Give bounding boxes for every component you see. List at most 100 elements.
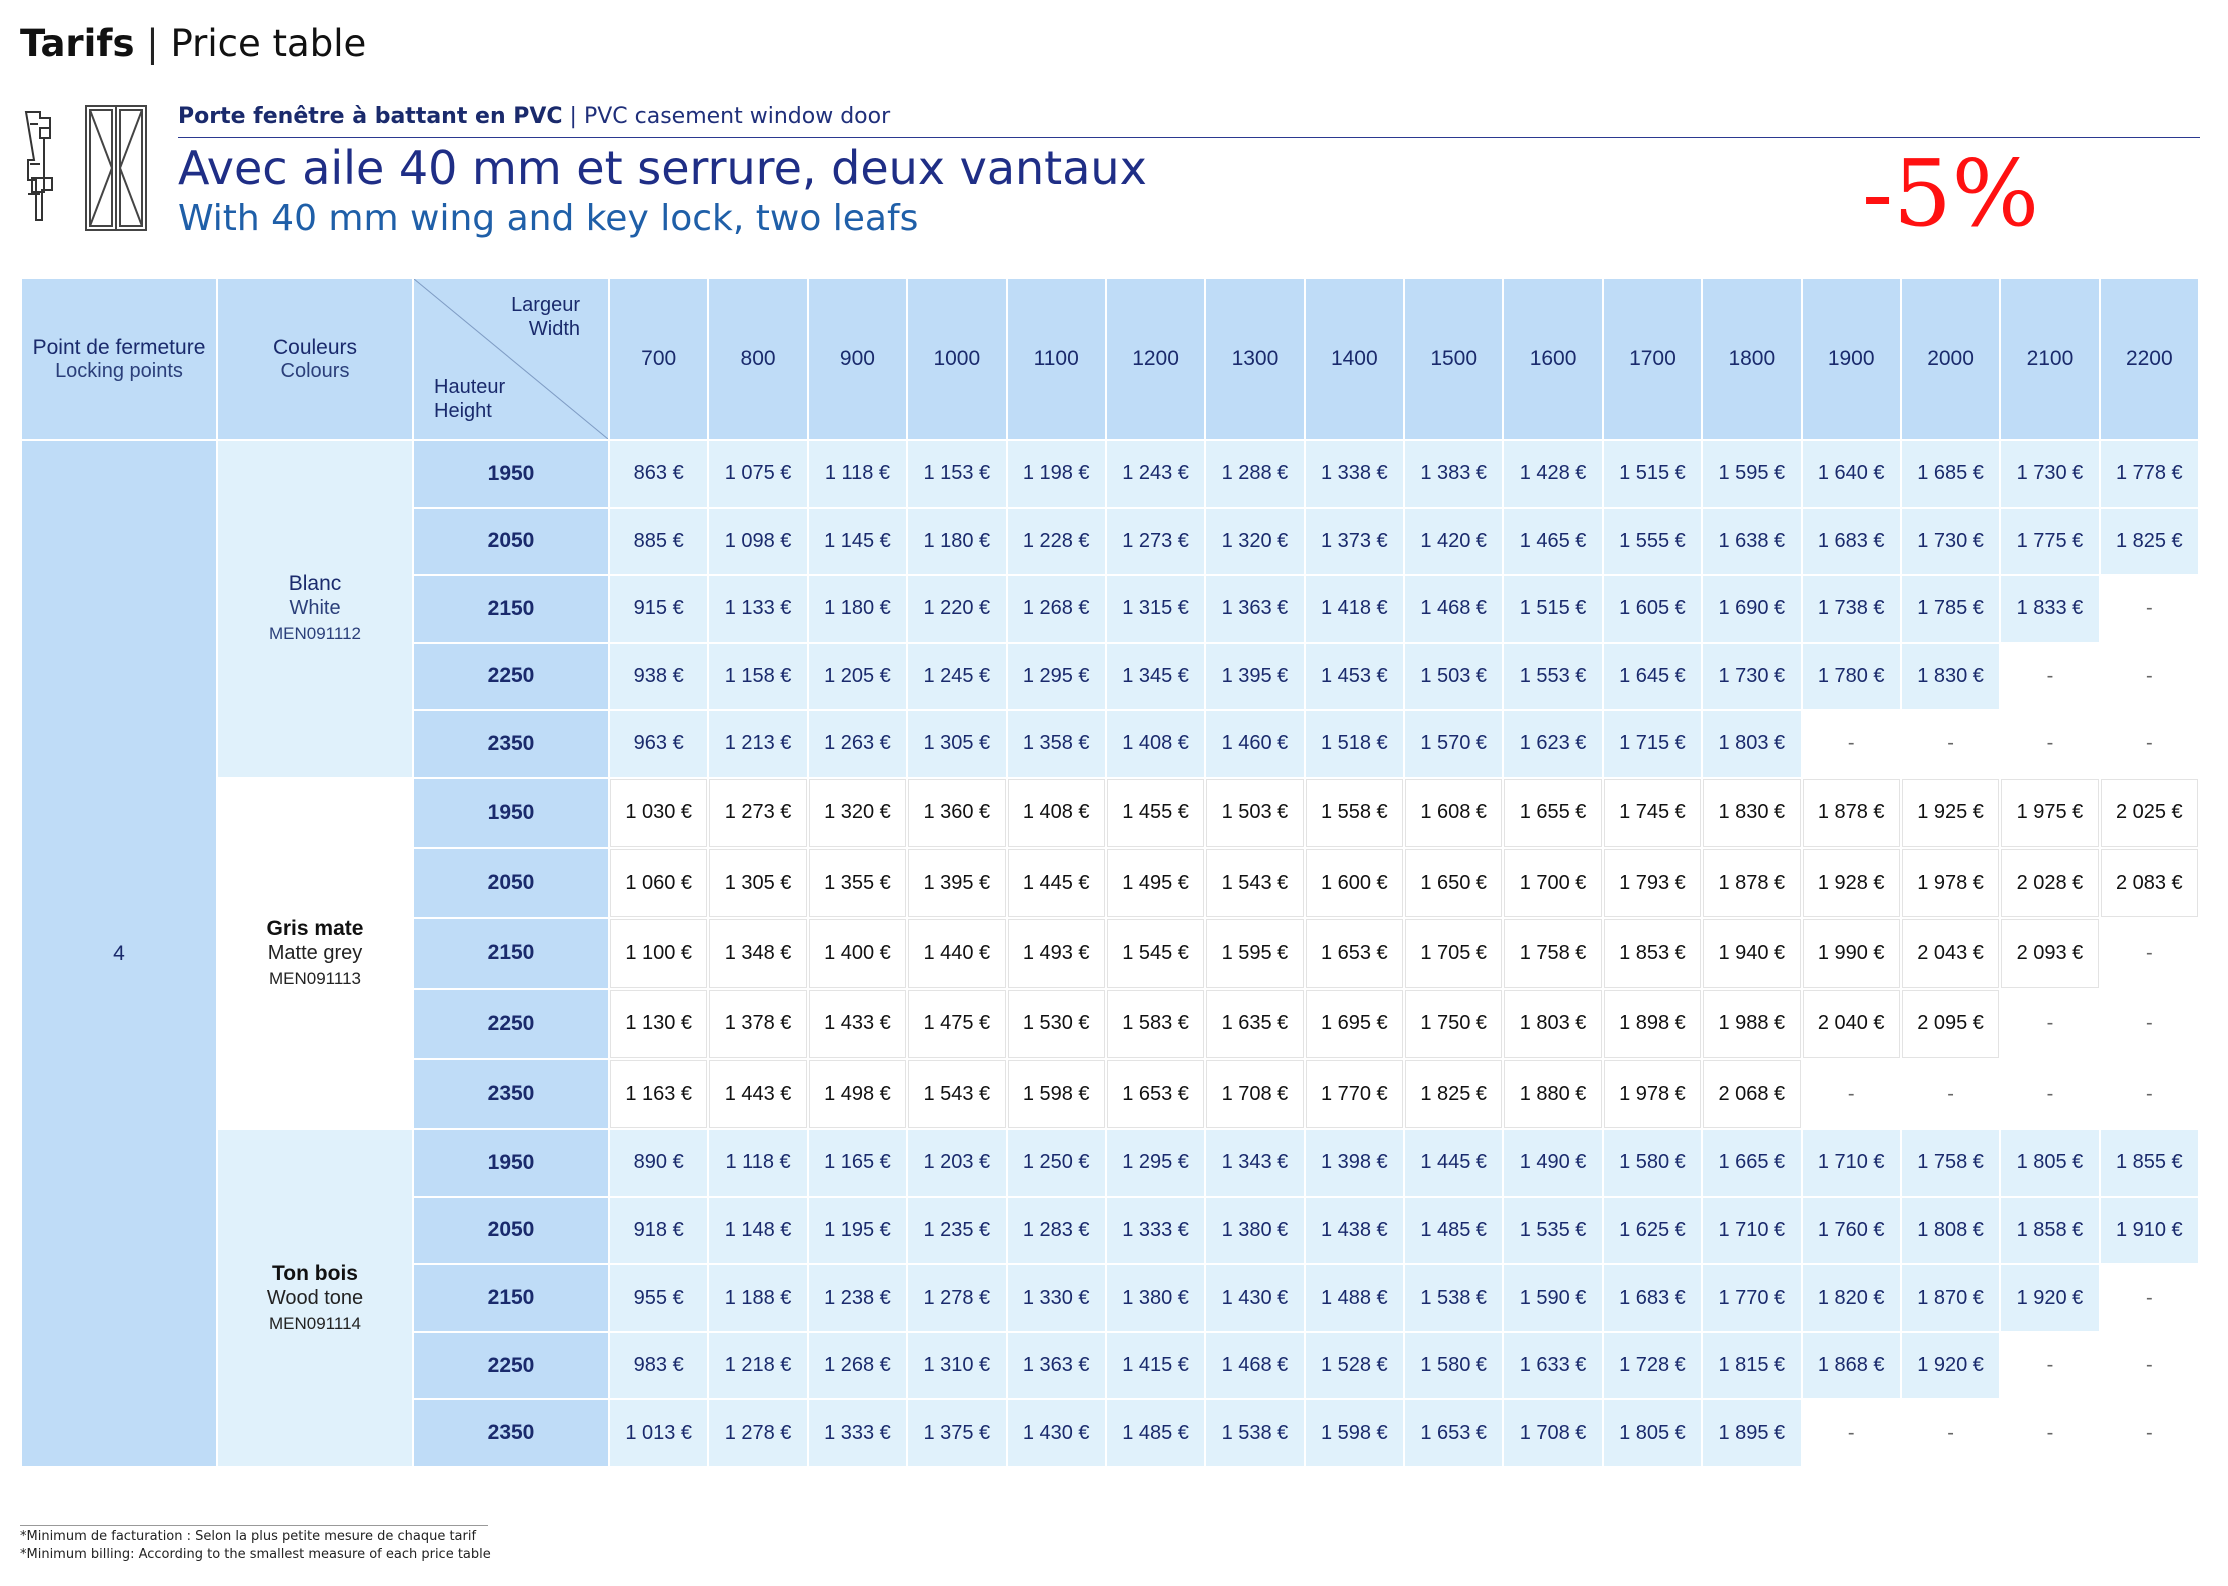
price-cell: 1 383 € <box>1405 441 1503 507</box>
price-cell: 1 060 € <box>610 849 708 918</box>
width-header: 800 <box>709 279 807 439</box>
price-cell: 1 415 € <box>1106 1332 1205 1399</box>
price-cell: 1 288 € <box>1206 441 1304 507</box>
price-cell: 1 180 € <box>908 508 1006 575</box>
price-cell: 1 433 € <box>808 989 907 1058</box>
price-cell: 1 228 € <box>1007 508 1105 575</box>
price-cell: 1 488 € <box>1305 1265 1403 1331</box>
table-row: 2350 1 013 €1 278 €1 333 €1 375 €1 430 €1… <box>22 1400 2198 1466</box>
price-cell: 2 043 € <box>1901 919 2000 988</box>
price-cell: 963 € <box>610 711 708 777</box>
colour-name-en: White <box>289 597 341 620</box>
price-cell: 1 343 € <box>1206 1130 1304 1196</box>
price-cell: 1 758 € <box>1901 1130 2000 1196</box>
price-cell: 2 068 € <box>1703 1059 1801 1129</box>
price-cell: 1 543 € <box>908 1059 1006 1129</box>
width-header: 2000 <box>1901 279 2000 439</box>
price-cell: 1 013 € <box>610 1400 708 1466</box>
price-cell: - <box>1802 711 1900 777</box>
price-cell: 1 355 € <box>808 849 907 918</box>
price-cell: 1 133 € <box>709 576 807 642</box>
price-cell: - <box>2001 643 2099 710</box>
price-cell: 1 785 € <box>1901 576 2000 642</box>
price-cell: 1 430 € <box>1007 1400 1105 1466</box>
price-cell: 1 538 € <box>1206 1400 1304 1466</box>
price-cell: 1 975 € <box>2001 778 2099 848</box>
price-cell: 1 295 € <box>1007 643 1105 710</box>
price-cell: 1 750 € <box>1405 989 1503 1058</box>
price-cell: 1 635 € <box>1206 989 1304 1058</box>
price-cell: 1 898 € <box>1603 989 1702 1058</box>
table-row: 2250 983 €1 218 €1 268 €1 310 €1 363 €1 4… <box>22 1332 2198 1399</box>
table-row: 4 Blanc White MEN091112 1950 863 €1 075 €1 11… <box>22 441 2198 1466</box>
price-cell: 1 315 € <box>1106 576 1205 642</box>
price-cell: 1 075 € <box>709 441 807 507</box>
price-cell: 1 418 € <box>1305 576 1403 642</box>
colour-code: MEN091112 <box>269 624 361 644</box>
price-cell: 1 778 € <box>2100 441 2198 507</box>
height-cell: 1950 <box>414 1130 608 1196</box>
price-cell: - <box>2100 643 2198 710</box>
price-cell: 1 760 € <box>1802 1197 1900 1264</box>
price-cell: 1 683 € <box>1603 1265 1702 1331</box>
width-label: Largeur Width <box>511 293 580 341</box>
price-cell: 1 100 € <box>610 919 708 988</box>
price-cell: 1 558 € <box>1305 778 1403 848</box>
price-cell: 1 895 € <box>1703 1400 1801 1466</box>
price-cell: 1 638 € <box>1703 508 1801 575</box>
price-cell: - <box>2100 1332 2198 1399</box>
price-cell: 1 728 € <box>1603 1332 1702 1399</box>
price-cell: 1 910 € <box>2100 1197 2198 1264</box>
price-cell: 1 498 € <box>808 1059 907 1129</box>
price-cell: 1 278 € <box>709 1400 807 1466</box>
price-cell: 1 360 € <box>908 778 1006 848</box>
price-cell: 1 815 € <box>1703 1332 1801 1399</box>
colour-code: MEN091114 <box>269 1313 361 1333</box>
price-cell: 1 030 € <box>610 778 708 848</box>
page-title-rest: Price table <box>170 22 367 65</box>
price-cell: 1 250 € <box>1007 1130 1105 1196</box>
price-cell: 1 495 € <box>1106 849 1205 918</box>
price-cell: 1 203 € <box>908 1130 1006 1196</box>
price-cell: 2 083 € <box>2100 849 2198 918</box>
price-cell: 1 345 € <box>1106 643 1205 710</box>
price-cell: 1 460 € <box>1206 711 1304 777</box>
price-cell: 1 878 € <box>1703 849 1801 918</box>
price-cell: - <box>2100 989 2198 1058</box>
price-cell: 1 803 € <box>1504 989 1602 1058</box>
price-cell: 1 493 € <box>1007 919 1105 988</box>
price-cell: 1 805 € <box>1603 1400 1702 1466</box>
price-cell: 1 685 € <box>1901 441 2000 507</box>
colour-header-en: Colours <box>280 359 350 382</box>
price-cell: - <box>1901 711 2000 777</box>
price-cell: 1 665 € <box>1703 1130 1801 1196</box>
price-cell: 1 330 € <box>1007 1265 1105 1331</box>
table-row: 2150 955 €1 188 €1 238 €1 278 €1 330 €1 3… <box>22 1265 2198 1331</box>
locking-points-value: 4 <box>22 441 216 1466</box>
price-cell: 1 825 € <box>1405 1059 1503 1129</box>
price-cell: 885 € <box>610 508 708 575</box>
price-cell: 1 485 € <box>1106 1400 1205 1466</box>
colour-code: MEN091113 <box>269 968 361 988</box>
price-cell: 2 028 € <box>2001 849 2099 918</box>
price-cell: 890 € <box>610 1130 708 1196</box>
price-cell: 863 € <box>610 441 708 507</box>
footnote-divider <box>20 1525 488 1526</box>
price-cell: 2 093 € <box>2001 919 2099 988</box>
price-cell: 1 653 € <box>1106 1059 1205 1129</box>
price-cell: 1 653 € <box>1405 1400 1503 1466</box>
price-cell: 1 878 € <box>1802 778 1900 848</box>
price-cell: 1 623 € <box>1504 711 1602 777</box>
height-cell: 2350 <box>414 1059 608 1129</box>
price-cell: 1 793 € <box>1603 849 1702 918</box>
price-cell: 1 928 € <box>1802 849 1900 918</box>
price-cell: 1 363 € <box>1206 576 1304 642</box>
price-cell: 1 770 € <box>1703 1265 1801 1331</box>
price-cell: 1 645 € <box>1603 643 1702 710</box>
product-line: Porte fenêtre à battant en PVC | PVC cas… <box>178 104 890 129</box>
price-cell: 1 803 € <box>1703 711 1801 777</box>
width-header: 900 <box>808 279 907 439</box>
width-header: 2200 <box>2100 279 2198 439</box>
price-cell: 1 655 € <box>1504 778 1602 848</box>
price-cell: 1 808 € <box>1901 1197 2000 1264</box>
